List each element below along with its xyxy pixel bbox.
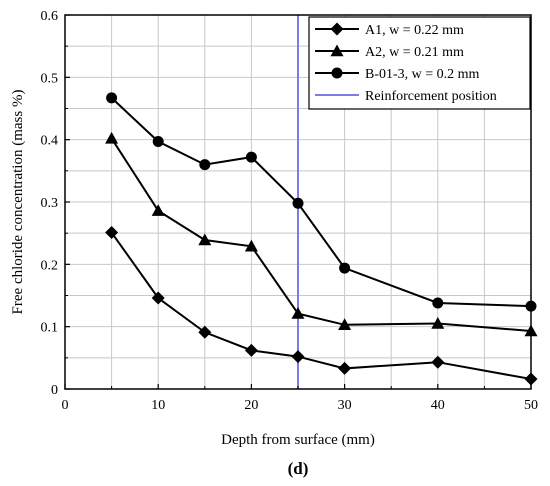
x-tick-label: 20 bbox=[244, 398, 258, 413]
data-point bbox=[245, 151, 257, 163]
data-point bbox=[105, 226, 119, 240]
legend-label: A2, w = 0.21 mm bbox=[365, 45, 464, 60]
series-1 bbox=[105, 226, 538, 386]
legend: A1, w = 0.22 mm A2, w = 0.21 mm B-01-3, w … bbox=[308, 16, 531, 110]
data-point bbox=[198, 325, 212, 339]
series-3 bbox=[106, 92, 537, 312]
legend-entry-4: Reinforcement position bbox=[315, 89, 497, 104]
data-point bbox=[151, 204, 165, 216]
legend-entry-1: A1, w = 0.22 mm bbox=[315, 22, 464, 38]
data-point bbox=[199, 159, 211, 171]
legend-marker bbox=[331, 67, 343, 79]
data-point bbox=[291, 307, 305, 319]
data-point bbox=[339, 262, 351, 274]
y-tick-label: 0.6 bbox=[41, 9, 59, 24]
data-point bbox=[244, 239, 258, 252]
data-point bbox=[152, 136, 164, 148]
data-point bbox=[431, 317, 445, 329]
data-point bbox=[106, 92, 118, 104]
legend-label: A1, w = 0.22 mm bbox=[365, 23, 464, 38]
data-point bbox=[432, 297, 444, 309]
x-axis-label: Depth from surface (mm) bbox=[221, 432, 375, 448]
x-tick-label: 50 bbox=[524, 398, 538, 413]
y-tick-label: 0.3 bbox=[41, 196, 59, 211]
legend-box bbox=[308, 16, 531, 110]
data-point bbox=[198, 233, 212, 246]
data-point bbox=[338, 318, 352, 330]
panel-label: (d) bbox=[288, 459, 309, 478]
y-tick-label: 0 bbox=[51, 383, 58, 398]
y-tick-label: 0.1 bbox=[41, 321, 59, 336]
data-point bbox=[291, 350, 305, 364]
series-line bbox=[110, 97, 532, 308]
data-point bbox=[431, 355, 445, 369]
legend-entry-2: A2, w = 0.21 mm bbox=[315, 44, 464, 60]
y-axis-label: Free chloride concentration (mass %) bbox=[10, 90, 26, 315]
data-point bbox=[105, 131, 119, 144]
legend-label: Reinforcement position bbox=[365, 89, 497, 104]
y-tick-label: 0.5 bbox=[41, 71, 59, 86]
legend-marker bbox=[330, 44, 344, 57]
data-point bbox=[292, 197, 304, 209]
axis-ticks: 0 10 20 30 40 50 0 0.1 0.2 0.3 0.4 0.5 0.6 bbox=[41, 9, 539, 413]
x-tick-label: 30 bbox=[338, 398, 352, 413]
data-point bbox=[151, 291, 165, 305]
x-tick-label: 40 bbox=[431, 398, 445, 413]
legend-entry-3: B-01-3, w = 0.2 mm bbox=[315, 67, 480, 82]
y-tick-label: 0.2 bbox=[41, 258, 59, 273]
y-tick-label: 0.4 bbox=[41, 134, 59, 149]
series-2 bbox=[105, 131, 538, 337]
x-tick-label: 0 bbox=[62, 398, 69, 413]
legend-label: B-01-3, w = 0.2 mm bbox=[365, 67, 480, 82]
series-line bbox=[110, 137, 532, 333]
series-layer bbox=[105, 92, 538, 386]
legend-marker bbox=[330, 22, 344, 36]
data-point bbox=[244, 343, 258, 357]
series-line bbox=[110, 231, 532, 381]
x-tick-label: 10 bbox=[151, 398, 165, 413]
data-point bbox=[338, 361, 352, 375]
